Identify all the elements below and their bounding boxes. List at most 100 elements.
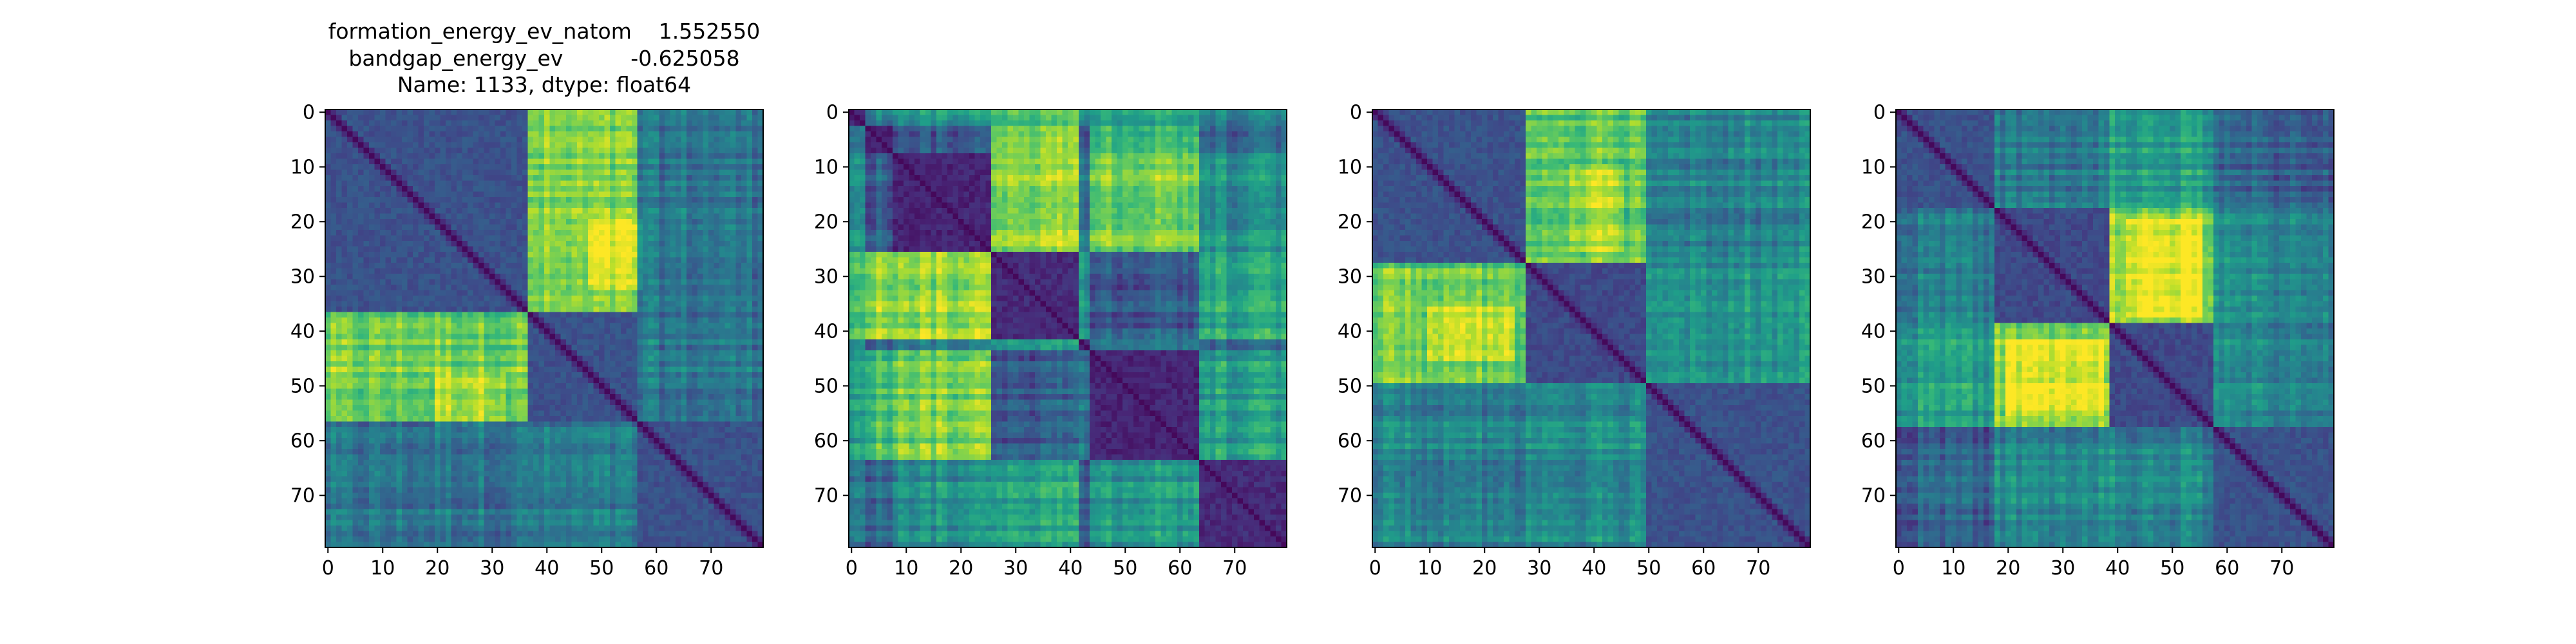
heatmap-cell: [363, 180, 370, 187]
heatmap-cell: [435, 109, 441, 116]
heatmap-cell: [522, 158, 529, 165]
heatmap-cell: [402, 405, 408, 412]
heatmap-cell: [396, 372, 402, 379]
heatmap-cell: [500, 410, 507, 417]
heatmap-cell: [533, 263, 540, 269]
heatmap-cell: [538, 290, 545, 296]
heatmap-cell: [719, 169, 726, 176]
heatmap-cell: [352, 219, 359, 225]
heatmap-cell: [358, 158, 365, 165]
heatmap-cell: [527, 142, 534, 149]
heatmap-cell: [500, 416, 507, 422]
heatmap-cell: [352, 263, 359, 269]
heatmap-cell: [610, 115, 616, 121]
heatmap-cell: [577, 131, 583, 138]
heatmap-cell: [687, 279, 693, 285]
heatmap-cell: [506, 421, 512, 428]
heatmap-cell: [369, 131, 375, 138]
heatmap-cell: [527, 377, 534, 384]
heatmap-cell: [571, 252, 578, 258]
heatmap-cell: [571, 438, 578, 444]
heatmap-cell: [757, 208, 764, 214]
heatmap-cell: [566, 416, 573, 422]
heatmap-cell: [489, 323, 496, 329]
title-line-2: bandgap_energy_ev -0.625058: [348, 46, 739, 71]
heatmap-cell: [752, 421, 759, 428]
heatmap-cell: [697, 186, 704, 193]
heatmap-cell: [708, 274, 715, 280]
heatmap-cell: [489, 268, 496, 274]
heatmap-cell: [692, 296, 698, 302]
heatmap-cell: [511, 158, 518, 165]
heatmap-cell: [670, 443, 676, 450]
heatmap-cell: [697, 224, 704, 231]
heatmap-cell: [516, 296, 523, 302]
heatmap-cell: [752, 350, 759, 357]
heatmap-cell: [741, 252, 748, 258]
heatmap-cell: [632, 257, 638, 263]
heatmap-cell: [473, 449, 479, 455]
heatmap-cell: [533, 153, 540, 160]
heatmap-cell: [451, 372, 457, 379]
heatmap-cell: [665, 120, 671, 127]
heatmap-cell: [446, 432, 452, 439]
heatmap-cell: [341, 285, 348, 291]
heatmap-cell: [665, 328, 671, 335]
heatmap-cell: [566, 147, 573, 154]
heatmap-cell: [511, 366, 518, 373]
heatmap-cell: [621, 197, 627, 204]
heatmap-cell: [692, 120, 698, 127]
heatmap-cell: [429, 361, 435, 368]
heatmap-cell: [457, 263, 463, 269]
heatmap-cell: [724, 334, 731, 340]
heatmap-cell: [462, 246, 468, 252]
heatmap-cell: [391, 334, 397, 340]
heatmap-cell: [588, 410, 594, 417]
heatmap-cell: [659, 224, 665, 231]
heatmap-cell: [457, 416, 463, 422]
heatmap-cell: [697, 377, 704, 384]
heatmap-cell: [451, 350, 457, 357]
heatmap-cell: [424, 252, 430, 258]
heatmap-cell: [665, 279, 671, 285]
heatmap-cell: [451, 257, 457, 263]
heatmap-cell: [577, 443, 583, 450]
heatmap-cell: [643, 268, 649, 274]
heatmap-cell: [380, 219, 386, 225]
heatmap-cell: [752, 186, 759, 193]
heatmap-cell: [555, 164, 562, 171]
heatmap-cell: [468, 427, 474, 433]
heatmap-cell: [665, 208, 671, 214]
heatmap-cell: [665, 432, 671, 439]
heatmap-cell: [582, 355, 589, 362]
heatmap-cell: [407, 388, 413, 395]
heatmap-cell: [385, 164, 392, 171]
heatmap-cell: [643, 147, 649, 154]
heatmap-cell: [336, 438, 343, 444]
heatmap-cell: [358, 350, 365, 357]
heatmap-cell: [527, 147, 534, 154]
heatmap-cell: [489, 153, 496, 160]
heatmap-cell: [457, 158, 463, 165]
heatmap-cell: [687, 307, 693, 313]
heatmap-cell: [511, 235, 518, 242]
heatmap-cell: [363, 274, 370, 280]
heatmap-cell: [347, 169, 354, 176]
heatmap-cell: [336, 410, 343, 417]
heatmap-cell: [604, 147, 611, 154]
heatmap-cell: [752, 191, 759, 198]
heatmap-cell: [407, 153, 413, 160]
heatmap-cell: [369, 279, 375, 285]
heatmap-cell: [495, 246, 501, 252]
heatmap-cell: [495, 186, 501, 193]
heatmap-cell: [468, 355, 474, 362]
heatmap-cell: [358, 147, 365, 154]
heatmap-cell: [676, 147, 682, 154]
heatmap-cell: [670, 153, 676, 160]
heatmap-cell: [687, 438, 693, 444]
heatmap-cell: [495, 219, 501, 225]
heatmap-cell: [571, 137, 578, 143]
heatmap-cell: [522, 323, 529, 329]
heatmap-cell: [555, 339, 562, 346]
